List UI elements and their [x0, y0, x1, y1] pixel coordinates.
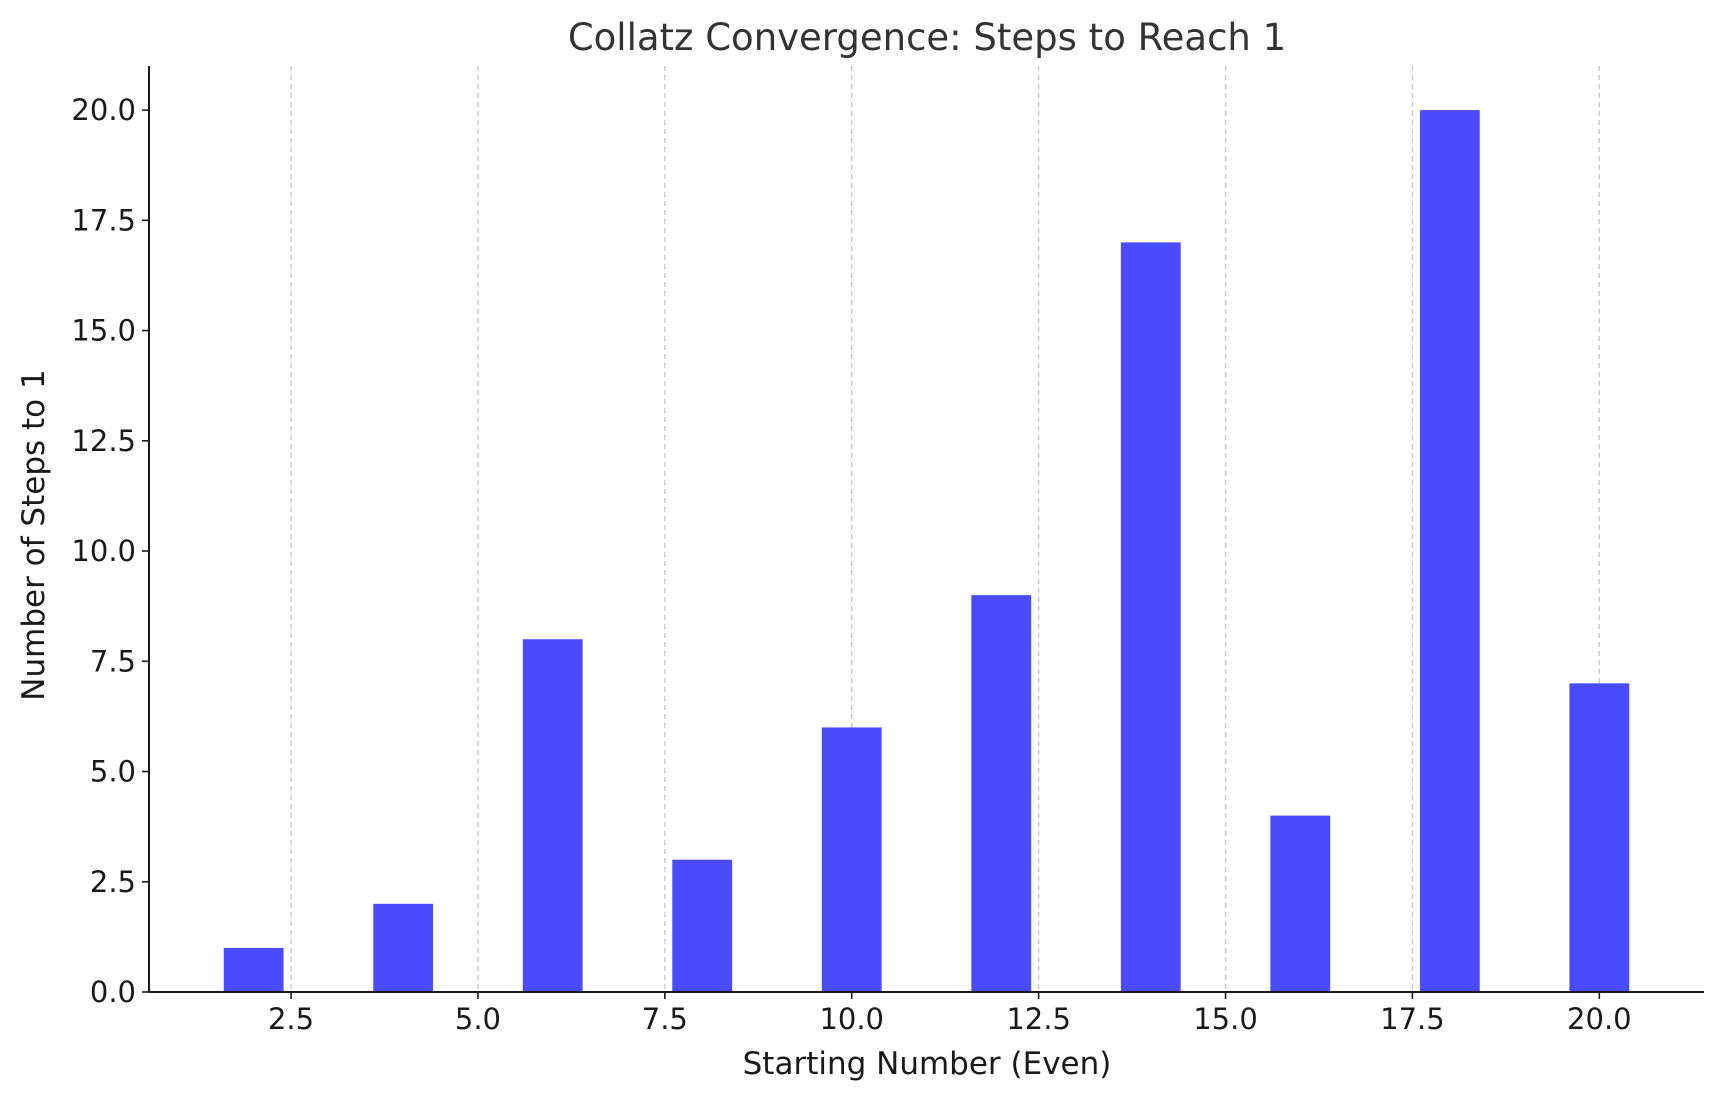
x-tick-label-1: 5.0	[455, 1002, 501, 1036]
bar-18	[1419, 110, 1480, 993]
y-tick-label-3: 7.5	[90, 644, 136, 678]
x-tick-label-0: 2.5	[268, 1002, 314, 1036]
y-tick-label-2: 5.0	[90, 755, 136, 789]
x-tick-label-7: 20.0	[1567, 1002, 1632, 1036]
x-tick-label-5: 15.0	[1193, 1002, 1258, 1036]
y-tick-label-6: 15.0	[71, 314, 136, 348]
grid-lines	[290, 66, 1601, 992]
y-tick-label-1: 2.5	[90, 865, 136, 899]
x-tick-label-3: 10.0	[819, 1002, 884, 1036]
x-tick-label-4: 12.5	[1006, 1002, 1071, 1036]
x-axis-label: Starting Number (Even)	[743, 1046, 1112, 1082]
y-tick-label-5: 12.5	[71, 424, 136, 458]
bar-2	[223, 947, 284, 992]
bar-8	[672, 859, 733, 992]
bar-14	[1120, 242, 1181, 992]
bar-4	[373, 903, 434, 992]
bars	[223, 110, 1630, 993]
x-ticks: 2.5 5.0 7.5 10.0 12.5 15.0 17.5 20.0	[268, 992, 1632, 1036]
x-tick-label-6: 17.5	[1380, 1002, 1445, 1036]
x-tick-label-2: 7.5	[642, 1002, 688, 1036]
bar-12	[971, 595, 1032, 992]
y-ticks: 0.0 2.5 5.0 7.5 10.0 12.5 15.0 17.5 20.0	[71, 93, 149, 1009]
y-tick-label-7: 17.5	[71, 203, 136, 237]
chart-title: Collatz Convergence: Steps to Reach 1	[568, 16, 1286, 59]
y-axis-label: Number of Steps to 1	[16, 369, 52, 700]
bar-20	[1569, 683, 1630, 992]
bar-16	[1270, 815, 1331, 992]
bar-6	[522, 639, 583, 992]
bar-10	[821, 727, 882, 992]
y-tick-label-8: 20.0	[71, 93, 136, 127]
y-tick-label-0: 0.0	[90, 975, 136, 1009]
y-tick-label-4: 10.0	[71, 534, 136, 568]
